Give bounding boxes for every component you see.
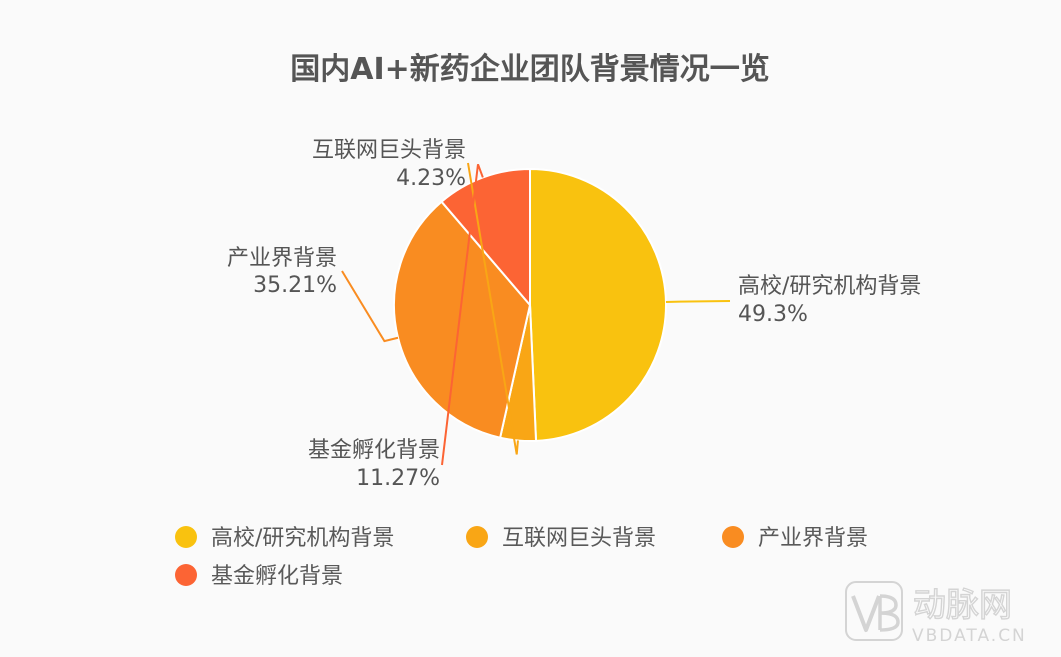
- legend-swatch-internet: [466, 526, 488, 548]
- legend-item-fund[interactable]: 基金孵化背景: [175, 564, 343, 589]
- slice-name-internet: 互联网巨头背景: [312, 138, 466, 163]
- leader-line-fund: [441, 163, 484, 466]
- leader-line-industry: [341, 270, 399, 343]
- legend-swatch-fund: [175, 564, 197, 586]
- slice-value-internet: 4.23%: [396, 166, 466, 191]
- pie-slices: [393, 167, 667, 442]
- slice-value-university: 49.3%: [738, 302, 808, 327]
- legend-label-industry: 产业界背景: [758, 526, 868, 551]
- legend-swatch-industry: [722, 526, 744, 548]
- legend-label-university: 高校/研究机构背景: [211, 526, 394, 551]
- slice-name-university: 高校/研究机构背景: [738, 274, 921, 299]
- leader-lines: [341, 162, 731, 466]
- chart-title: 国内AI+新药企业团队背景情况一览: [290, 52, 770, 87]
- legend-label-fund: 基金孵化背景: [211, 564, 343, 589]
- leader-line-university: [665, 300, 731, 303]
- legend-item-internet[interactable]: 互联网巨头背景: [466, 526, 656, 551]
- legend-swatch-university: [175, 526, 197, 548]
- watermark: 动脉网 VBDATA.CN: [845, 581, 1027, 646]
- watermark-logo-text: 动脉网: [913, 585, 1012, 624]
- legend-label-internet: 互联网巨头背景: [502, 526, 656, 551]
- pie-slice-university: [529, 167, 667, 442]
- slice-value-industry: 35.21%: [253, 273, 337, 298]
- legend-item-university[interactable]: 高校/研究机构背景: [175, 526, 394, 551]
- vb-logo-icon: [845, 581, 903, 641]
- slice-name-fund: 基金孵化背景: [308, 438, 440, 463]
- watermark-url-text: VBDATA.CN: [912, 626, 1027, 646]
- pie-slice-industry: [393, 200, 532, 439]
- slice-value-fund: 11.27%: [356, 466, 440, 491]
- slice-name-industry: 产业界背景: [227, 246, 337, 271]
- leader-line-internet: [467, 162, 519, 455]
- legend-item-industry[interactable]: 产业界背景: [722, 526, 868, 551]
